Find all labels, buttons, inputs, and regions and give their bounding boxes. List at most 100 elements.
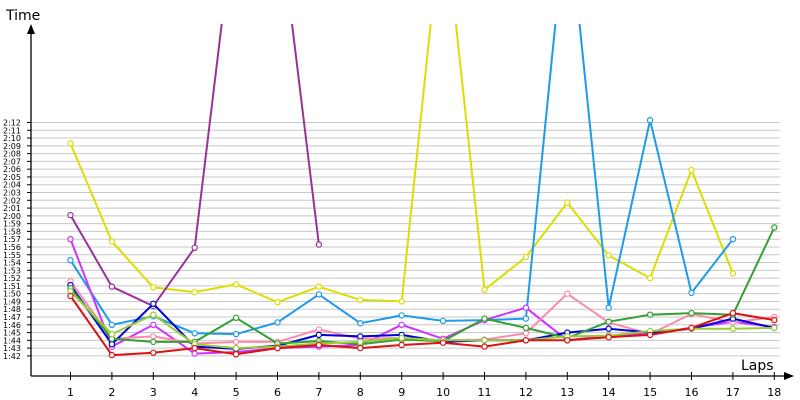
data-point bbox=[232, 281, 240, 288]
x-tick-label: 18 bbox=[767, 386, 781, 399]
data-point bbox=[357, 320, 364, 327]
x-tick-label: 4 bbox=[191, 386, 198, 399]
data-point bbox=[357, 296, 364, 304]
y-tick-label: 1:42 bbox=[3, 352, 21, 361]
grid-lines bbox=[31, 122, 780, 357]
data-point bbox=[481, 315, 488, 322]
data-point bbox=[481, 337, 488, 344]
y-tick-label: 1:56 bbox=[3, 243, 21, 252]
y-axis-title: Time bbox=[5, 8, 40, 24]
data-point bbox=[729, 325, 737, 332]
data-point bbox=[564, 199, 571, 206]
series-path bbox=[69, 24, 320, 308]
data-point bbox=[274, 299, 281, 306]
data-point bbox=[771, 224, 778, 231]
data-point bbox=[605, 334, 612, 341]
data-point bbox=[688, 289, 695, 297]
data-point bbox=[771, 316, 778, 324]
y-tick-label: 1:54 bbox=[3, 259, 21, 268]
y-tick-label: 1:45 bbox=[3, 329, 21, 338]
y-tick-label: 1:46 bbox=[3, 321, 21, 330]
x-tick-label: 8 bbox=[357, 386, 364, 399]
data-point bbox=[522, 337, 530, 344]
series-path bbox=[69, 295, 775, 357]
data-point bbox=[191, 330, 198, 337]
data-point bbox=[315, 326, 323, 333]
series-path bbox=[69, 290, 775, 350]
x-tick-label: 16 bbox=[685, 386, 699, 399]
data-point bbox=[150, 284, 157, 291]
data-point bbox=[232, 330, 240, 338]
y-tick-label: 1:48 bbox=[3, 305, 21, 314]
data-point bbox=[646, 311, 654, 318]
y-tick-label: 1:53 bbox=[3, 266, 21, 275]
series-line bbox=[67, 292, 778, 359]
y-tick-label: 2:08 bbox=[3, 150, 21, 159]
x-axis-arrow bbox=[784, 372, 794, 380]
data-point bbox=[232, 338, 240, 346]
x-tick-label: 3 bbox=[150, 386, 157, 399]
data-point bbox=[357, 338, 364, 346]
data-point bbox=[232, 314, 240, 321]
y-axis-arrow bbox=[27, 24, 35, 34]
data-point bbox=[232, 351, 240, 358]
y-tick-label: 1:58 bbox=[3, 227, 21, 236]
y-tick-label: 1:43 bbox=[3, 344, 21, 353]
y-tick-label: 2:11 bbox=[3, 126, 21, 135]
data-point bbox=[67, 257, 74, 264]
data-point bbox=[274, 344, 281, 352]
data-point bbox=[605, 325, 612, 332]
series-path bbox=[69, 238, 775, 355]
y-tick-label: 1:47 bbox=[3, 313, 21, 322]
series-line bbox=[67, 24, 737, 338]
data-point bbox=[150, 333, 157, 340]
y-tick-label: 1:51 bbox=[3, 282, 21, 291]
data-point bbox=[108, 283, 116, 290]
x-tick-label: 14 bbox=[602, 386, 616, 399]
data-point bbox=[481, 286, 488, 293]
series-line bbox=[67, 278, 778, 347]
y-tick-label: 1:55 bbox=[3, 251, 21, 260]
data-point bbox=[315, 331, 323, 339]
data-point bbox=[67, 235, 74, 243]
data-point bbox=[67, 211, 74, 219]
data-point bbox=[605, 252, 612, 259]
x-tick-label: 12 bbox=[519, 386, 533, 399]
series-path bbox=[69, 227, 776, 346]
y-tick-label: 2:10 bbox=[3, 134, 21, 143]
series-path bbox=[69, 24, 734, 304]
y-tick-label: 2:05 bbox=[3, 173, 21, 182]
data-point bbox=[150, 349, 157, 356]
y-tick-label: 2:04 bbox=[3, 181, 21, 190]
y-tick-label: 1:50 bbox=[3, 290, 21, 299]
y-tick-label: 1:52 bbox=[3, 274, 21, 283]
x-tick-label: 13 bbox=[560, 386, 574, 399]
series-lines bbox=[67, 24, 778, 359]
data-point bbox=[108, 330, 116, 338]
data-point bbox=[315, 283, 323, 290]
data-point bbox=[398, 341, 405, 349]
data-point bbox=[522, 315, 530, 322]
data-point bbox=[729, 270, 737, 277]
data-point bbox=[605, 304, 612, 311]
data-point bbox=[564, 337, 571, 344]
data-point bbox=[108, 341, 116, 348]
data-point bbox=[315, 291, 323, 298]
data-point bbox=[688, 324, 695, 332]
y-tick-label: 2:12 bbox=[3, 119, 21, 128]
data-point bbox=[150, 338, 157, 346]
data-point bbox=[688, 166, 695, 174]
data-point bbox=[67, 292, 74, 300]
series-line bbox=[67, 24, 737, 306]
y-tick-label: 2:03 bbox=[3, 189, 21, 198]
data-point bbox=[357, 344, 364, 352]
x-tick-label: 7 bbox=[315, 386, 322, 399]
data-point bbox=[315, 341, 323, 349]
x-tick-label: 5 bbox=[233, 386, 240, 399]
y-tick-label: 2:02 bbox=[3, 196, 21, 205]
x-tick-label: 17 bbox=[726, 386, 740, 399]
data-point bbox=[564, 290, 571, 297]
data-point bbox=[150, 321, 157, 328]
data-point bbox=[481, 343, 488, 350]
